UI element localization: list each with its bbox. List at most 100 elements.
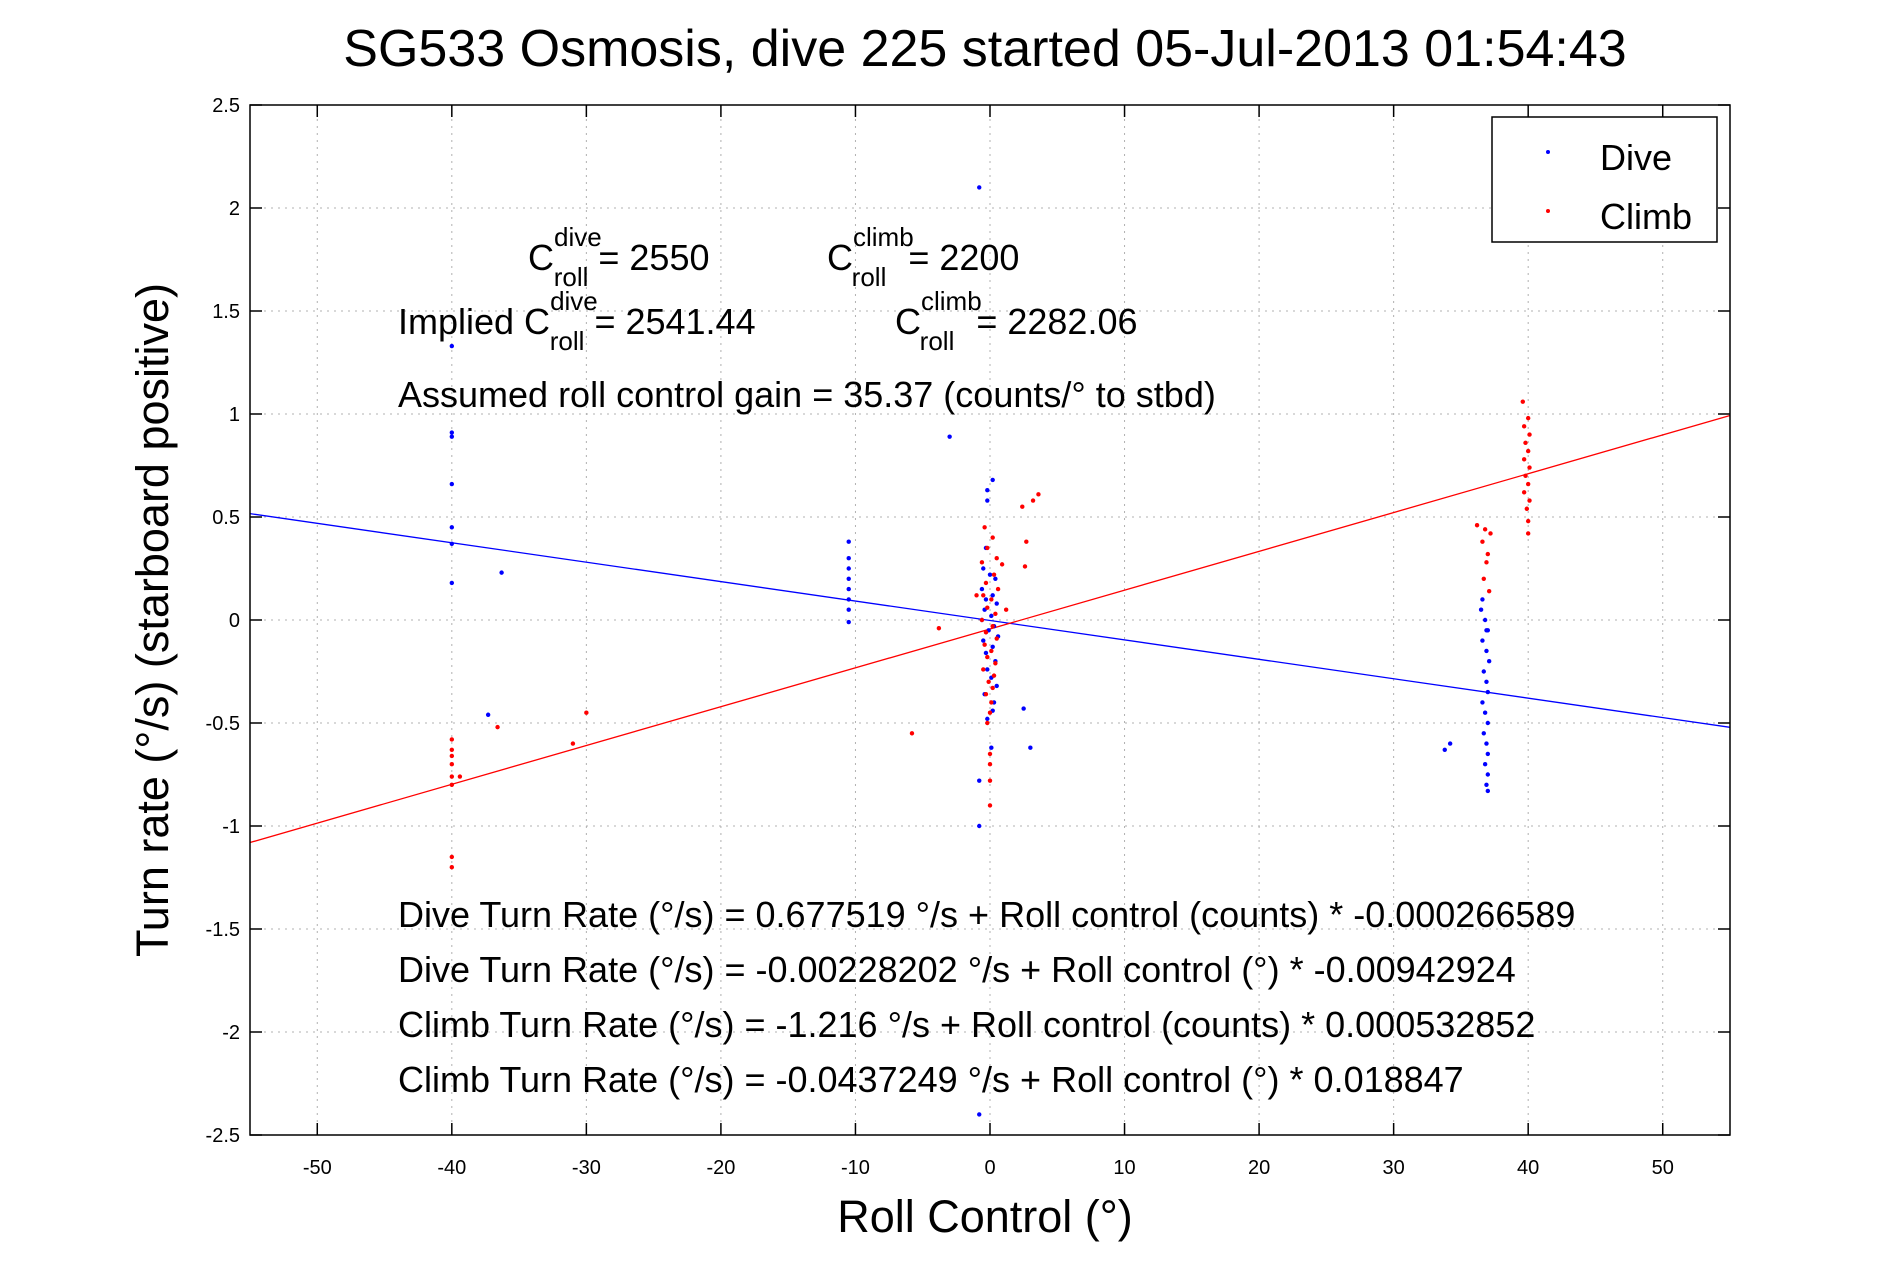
climb-point <box>457 774 463 779</box>
dive-point <box>846 566 851 571</box>
dive-point <box>990 593 995 598</box>
legend-climb-marker <box>1546 209 1550 213</box>
climb-point <box>995 586 1001 592</box>
dive-point <box>983 597 989 602</box>
x-tick-label: 50 <box>1652 1157 1674 1179</box>
y-tick-labels: 2.5 2 1.5 1 0.5 0 -0.5 -1 -1.5 -2 -2.5 <box>206 95 240 1147</box>
dive-point <box>977 185 982 190</box>
climb-point <box>1488 531 1493 536</box>
climb-point <box>1480 539 1485 544</box>
equation-dive-counts: Dive Turn Rate (°/s) = 0.677519 °/s + Ro… <box>398 894 1575 935</box>
climb-point <box>979 560 985 565</box>
climb-point <box>989 700 994 705</box>
climb-point <box>983 630 989 635</box>
c-climb-symbol: C <box>827 237 853 278</box>
climb-point <box>495 724 500 730</box>
climb-point <box>1003 607 1009 612</box>
climb-point <box>449 865 455 870</box>
dive-point <box>989 613 994 619</box>
dive-point <box>985 488 990 493</box>
dive-point <box>846 607 851 612</box>
legend-dive-marker <box>1546 150 1550 154</box>
climb-point <box>449 774 455 779</box>
climb-point <box>987 778 993 783</box>
dive-point <box>846 619 851 625</box>
dive-point <box>1482 617 1488 623</box>
climb-point <box>449 854 455 860</box>
gain-annotation: Assumed roll control gain = 35.37 (count… <box>398 374 1216 415</box>
climb-point <box>983 580 989 586</box>
climb-point <box>1486 588 1492 594</box>
climb-point <box>991 572 997 577</box>
x-tick-labels: -50 -40 -30 -20 -10 0 10 20 30 40 50 <box>303 1157 1674 1179</box>
dive-point <box>1482 762 1488 767</box>
implied-climb-value: = 2282.06 <box>976 301 1137 342</box>
c-dive-sub: roll <box>554 262 589 292</box>
climb-point <box>982 525 987 530</box>
dive-point <box>1485 751 1491 757</box>
dive-point <box>994 683 999 689</box>
dive-point <box>994 601 999 606</box>
dive-point <box>449 541 455 546</box>
climb-point <box>979 617 985 623</box>
dive-point <box>1485 689 1491 695</box>
climb-point <box>999 562 1005 567</box>
x-tick-label: -20 <box>706 1157 735 1179</box>
y-tick-label: 1 <box>229 404 240 426</box>
dive-point <box>449 434 455 439</box>
climb-point <box>1485 551 1491 557</box>
climb-point <box>1474 523 1480 528</box>
x-tick-label: -30 <box>572 1157 601 1179</box>
climb-point <box>982 642 987 647</box>
climb-point <box>449 737 455 742</box>
dive-point <box>449 430 455 435</box>
equation-climb-degrees: Climb Turn Rate (°/s) = -0.0437249 °/s +… <box>398 1059 1464 1100</box>
x-tick-label: 10 <box>1113 1157 1135 1179</box>
climb-point <box>987 803 993 808</box>
legend-climb-label: Climb <box>1600 196 1692 237</box>
implied-dive-sup: dive <box>550 286 598 316</box>
climb-point <box>1527 432 1532 437</box>
dive-point <box>985 716 990 722</box>
climb-point <box>1521 424 1527 429</box>
y-axis-label: Turn rate (°/s) (starboard positive) <box>127 283 178 957</box>
climb-point <box>989 597 994 602</box>
climb-point <box>1481 576 1486 581</box>
dive-point <box>449 580 455 586</box>
implied-prefix: Implied C <box>398 301 550 342</box>
dive-point <box>1485 772 1491 777</box>
implied-climb-symbol: C <box>895 301 921 342</box>
climb-point <box>993 611 998 617</box>
y-tick-label: -0.5 <box>206 713 240 735</box>
dive-point <box>947 434 952 439</box>
climb-point <box>1525 448 1531 454</box>
dive-point <box>1486 659 1492 664</box>
climb-point <box>449 747 455 752</box>
dive-point <box>449 525 455 530</box>
dive-point <box>1484 741 1489 746</box>
axes-box <box>249 104 1731 1136</box>
tick-marks <box>250 104 1730 1136</box>
x-tick-label: 0 <box>984 1157 995 1179</box>
climb-point <box>1523 440 1528 446</box>
dive-point <box>1480 638 1485 643</box>
legend-box <box>1491 116 1718 243</box>
implied-dive-sub: roll <box>550 326 585 356</box>
climb-point <box>994 556 999 561</box>
climb-point <box>991 673 997 678</box>
implied-dive-value: = 2541.44 <box>594 301 755 342</box>
climb-point <box>1525 518 1531 524</box>
dive-point <box>1484 648 1489 654</box>
x-tick-label: 20 <box>1248 1157 1270 1179</box>
climb-point <box>990 623 995 629</box>
dive-fit-line <box>249 512 1731 728</box>
dive-point <box>499 570 504 575</box>
dive-point <box>985 667 990 672</box>
y-tick-label: 2.5 <box>212 95 240 117</box>
dive-point <box>990 477 995 483</box>
dive-point <box>846 586 851 592</box>
dive-point <box>1021 706 1026 711</box>
